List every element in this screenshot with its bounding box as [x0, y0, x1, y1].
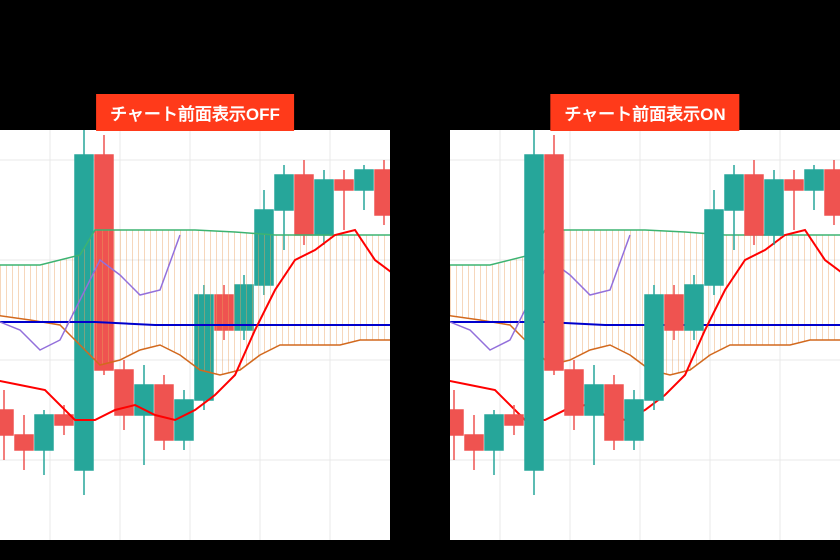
- label-on: チャート前面表示ON: [550, 94, 739, 131]
- chart-off: [0, 130, 390, 540]
- chart-on: [450, 130, 840, 540]
- comparison-container: チャート前面表示OFF チャート前面表示ON: [0, 0, 840, 560]
- panel-on: チャート前面表示ON: [450, 0, 840, 560]
- panel-off: チャート前面表示OFF: [0, 0, 390, 560]
- label-off: チャート前面表示OFF: [96, 94, 294, 131]
